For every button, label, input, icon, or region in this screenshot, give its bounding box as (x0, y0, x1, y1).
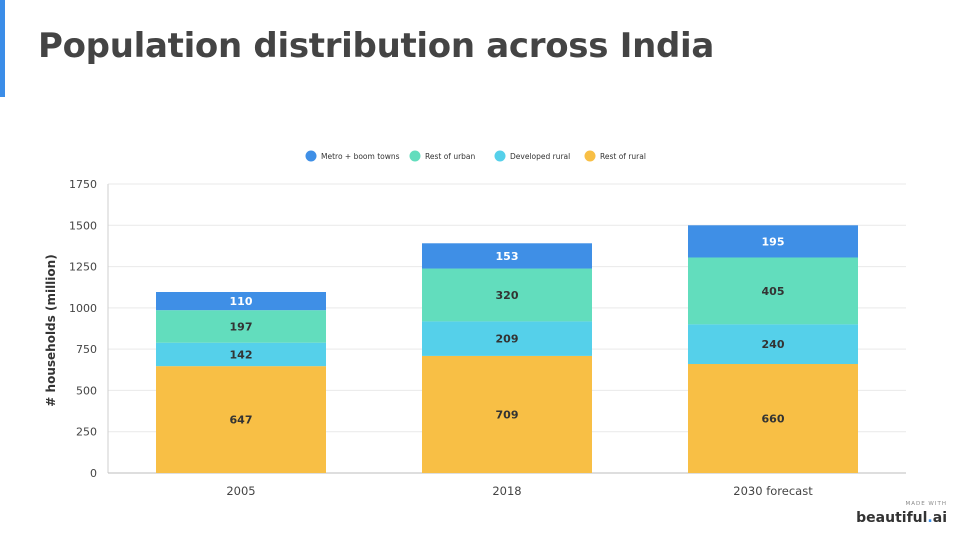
legend-swatch-rest-of-rural (584, 150, 596, 162)
bar-metro-boom-towns-2030-forecast (688, 225, 858, 258)
bar-rest-of-urban-2030-forecast (688, 257, 858, 325)
y-tick-label: 500 (76, 384, 97, 397)
legend-label-developed-rural: Developed rural (510, 152, 570, 161)
bar-rest-of-urban-2005 (156, 310, 326, 343)
brand-dot: . (927, 510, 933, 526)
legend-swatch-rest-of-urban (409, 150, 421, 162)
data-label: 405 (762, 285, 785, 298)
bar-developed-rural-2030-forecast (688, 324, 858, 365)
data-label: 110 (230, 295, 253, 308)
bar-metro-boom-towns-2005 (156, 292, 326, 311)
accent-bar (0, 0, 5, 97)
page-title: Population distribution across India (38, 26, 715, 66)
legend-swatch-developed-rural (494, 150, 506, 162)
y-tick-label: 1500 (69, 219, 97, 232)
y-axis-label: # households (million) (44, 254, 58, 406)
bar-rest-of-urban-2018 (422, 268, 592, 322)
y-tick-label: 250 (76, 426, 97, 439)
bar-rest-of-rural-2030-forecast (688, 364, 858, 473)
data-label: 660 (762, 413, 785, 426)
data-label: 647 (230, 414, 253, 427)
legend-label-rest-of-rural: Rest of rural (600, 152, 646, 161)
brand-watermark: MADE WITH beautiful.ai (856, 501, 947, 527)
legend-label-rest-of-urban: Rest of urban (425, 152, 476, 161)
data-label: 142 (230, 348, 253, 361)
y-tick-label: 1250 (69, 261, 97, 274)
x-tick-label: 2030 forecast (733, 484, 813, 498)
bar-developed-rural-2018 (422, 321, 592, 356)
bar-rest-of-rural-2005 (156, 366, 326, 473)
bar-rest-of-rural-2018 (422, 355, 592, 473)
bar-metro-boom-towns-2018 (422, 243, 592, 269)
data-label: 209 (496, 333, 519, 346)
x-tick-label: 2018 (492, 484, 521, 498)
y-tick-label: 1000 (69, 302, 97, 315)
legend-swatch-metro-boom-towns (305, 150, 317, 162)
data-label: 197 (230, 320, 253, 333)
brand-name: beautiful (856, 510, 928, 526)
legend-label-metro-boom-towns: Metro + boom towns (321, 152, 400, 161)
y-tick-label: 1750 (69, 178, 97, 191)
data-label: 195 (762, 235, 785, 248)
data-label: 240 (762, 338, 785, 351)
brand-suffix: ai (932, 510, 947, 526)
data-label: 153 (496, 250, 519, 263)
data-label: 709 (496, 408, 519, 421)
x-tick-label: 2005 (226, 484, 255, 498)
brand-logo: beautiful.ai (856, 510, 947, 526)
y-tick-label: 750 (76, 343, 97, 356)
made-with-label: MADE WITH (905, 501, 947, 507)
data-label: 320 (496, 289, 519, 302)
y-tick-label: 0 (90, 467, 97, 480)
bar-developed-rural-2005 (156, 342, 326, 367)
